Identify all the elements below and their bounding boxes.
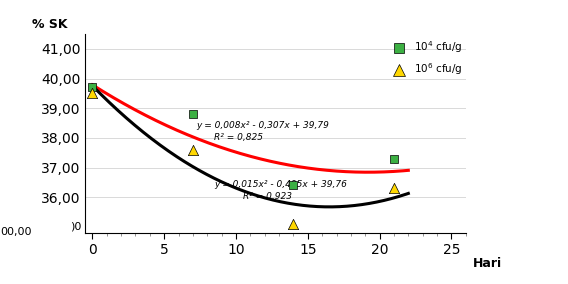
Point [88, 91, 97, 96]
Text: R² = 0,923: R² = 0,923 [243, 192, 292, 201]
Text: 00,00: 00,00 [1, 227, 32, 237]
Point [189, 112, 198, 116]
Point [390, 186, 399, 191]
Legend: 10$^4$ cfu/g, 10$^6$ cfu/g: 10$^4$ cfu/g, 10$^6$ cfu/g [386, 37, 465, 79]
Text: )0: )0 [70, 222, 81, 232]
Text: y = 0,015x² - 0,495x + 39,76: y = 0,015x² - 0,495x + 39,76 [215, 180, 347, 189]
Point [390, 156, 399, 161]
Text: % SK: % SK [32, 18, 68, 31]
Point [88, 85, 97, 90]
Text: R² = 0,825: R² = 0,825 [215, 133, 264, 142]
Point [289, 183, 298, 188]
Text: y = 0,008x² - 0,307x + 39,79: y = 0,008x² - 0,307x + 39,79 [196, 122, 329, 130]
Point [289, 222, 298, 226]
Text: Hari: Hari [473, 257, 503, 270]
Point [189, 147, 198, 152]
